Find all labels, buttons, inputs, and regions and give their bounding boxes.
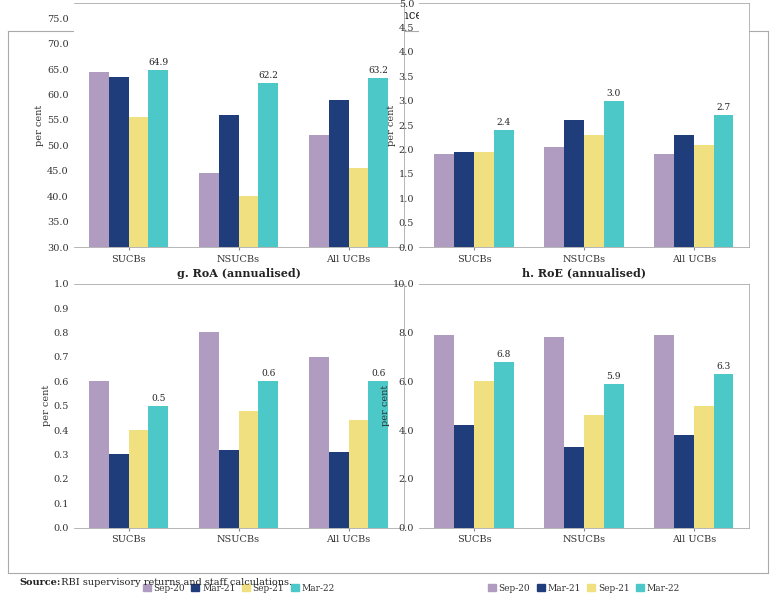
Bar xyxy=(89,381,109,528)
Text: 6.3: 6.3 xyxy=(716,362,731,371)
Legend: Sep-20, Mar-21, Sep-21, Mar-22: Sep-20, Mar-21, Sep-21, Mar-22 xyxy=(139,580,338,597)
Bar xyxy=(474,152,494,247)
Bar xyxy=(348,168,369,400)
Bar xyxy=(369,381,388,528)
Bar xyxy=(694,406,714,528)
Text: 5.9: 5.9 xyxy=(606,371,621,381)
Bar xyxy=(674,135,694,247)
Bar xyxy=(674,435,694,528)
Bar xyxy=(199,332,219,528)
Bar xyxy=(545,147,564,247)
Text: Source:: Source: xyxy=(19,578,61,587)
Y-axis label: per cent: per cent xyxy=(387,104,396,146)
Bar xyxy=(329,452,348,528)
Text: 2.7: 2.7 xyxy=(716,103,731,112)
Text: 2.4: 2.4 xyxy=(497,118,511,127)
Bar xyxy=(369,78,388,400)
Bar xyxy=(494,130,514,247)
Bar xyxy=(129,430,148,528)
Legend: Sep-20, Mar-21, Sep-21, Mar-22: Sep-20, Mar-21, Sep-21, Mar-22 xyxy=(484,300,684,316)
Bar xyxy=(109,77,129,400)
Bar xyxy=(604,101,624,247)
Title: h. RoE (annualised): h. RoE (annualised) xyxy=(522,268,646,279)
Y-axis label: per cent: per cent xyxy=(381,385,390,426)
Bar xyxy=(309,135,329,400)
Text: 64.9: 64.9 xyxy=(148,58,168,66)
Text: 0.5: 0.5 xyxy=(151,393,165,403)
Bar xyxy=(435,154,454,247)
Bar xyxy=(435,335,454,528)
Text: 3.0: 3.0 xyxy=(607,88,621,98)
Y-axis label: per cent: per cent xyxy=(42,385,50,426)
Bar xyxy=(219,115,239,400)
Bar xyxy=(239,196,258,400)
Bar xyxy=(199,173,219,400)
Bar xyxy=(454,425,474,528)
Text: 0.6: 0.6 xyxy=(371,369,386,378)
Bar xyxy=(564,120,584,247)
Text: 6.8: 6.8 xyxy=(497,350,511,359)
Bar xyxy=(714,115,733,247)
Text: 62.2: 62.2 xyxy=(258,71,279,81)
Bar xyxy=(494,362,514,528)
Bar xyxy=(454,152,474,247)
Legend: Sep-20, Mar-21, Sep-21, Mar-22: Sep-20, Mar-21, Sep-21, Mar-22 xyxy=(139,300,338,316)
Bar xyxy=(564,447,584,528)
Legend: Sep-20, Mar-21, Sep-21, Mar-22: Sep-20, Mar-21, Sep-21, Mar-22 xyxy=(484,580,684,597)
Bar xyxy=(258,381,279,528)
Bar xyxy=(109,454,129,528)
Bar xyxy=(604,384,624,528)
Bar xyxy=(545,337,564,528)
Text: 0.6: 0.6 xyxy=(261,369,275,378)
Bar xyxy=(148,70,168,400)
Bar xyxy=(148,406,168,528)
Bar xyxy=(584,135,604,247)
Bar xyxy=(584,415,604,528)
Bar xyxy=(714,374,733,528)
Title: g. RoA (annualised): g. RoA (annualised) xyxy=(177,268,300,279)
Text: (Concld.): (Concld.) xyxy=(564,9,618,22)
Bar xyxy=(129,118,148,400)
Bar xyxy=(89,72,109,400)
Bar xyxy=(258,84,279,400)
Bar xyxy=(654,335,674,528)
Text: 63.2: 63.2 xyxy=(369,66,388,76)
Bar xyxy=(348,420,369,528)
Bar xyxy=(654,154,674,247)
Bar xyxy=(239,411,258,528)
Y-axis label: per cent: per cent xyxy=(36,104,44,146)
Bar xyxy=(694,145,714,247)
Text: Chart 2.26: Select Performance Indicators of  UCBs: Chart 2.26: Select Performance Indicator… xyxy=(234,9,542,22)
Bar xyxy=(309,357,329,528)
Bar xyxy=(474,381,494,528)
Bar xyxy=(219,450,239,528)
Bar xyxy=(329,99,348,400)
Text: RBI supervisory returns and staff calculations.: RBI supervisory returns and staff calcul… xyxy=(58,578,293,587)
